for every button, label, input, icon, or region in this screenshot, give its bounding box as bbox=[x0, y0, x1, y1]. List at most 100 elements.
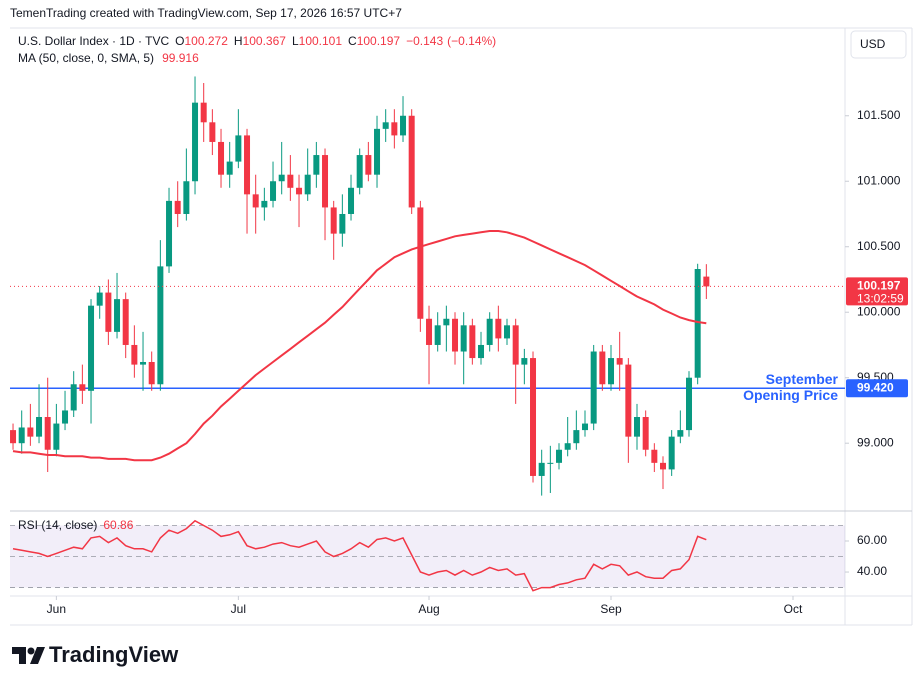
y-tick-label: 99.000 bbox=[857, 435, 894, 449]
candle-body bbox=[365, 155, 372, 175]
candle-body bbox=[10, 430, 17, 444]
candle-body bbox=[296, 187, 303, 195]
candle-body bbox=[634, 417, 641, 437]
candle-body bbox=[114, 299, 121, 332]
candle-body bbox=[18, 427, 25, 444]
candle-body bbox=[53, 423, 60, 450]
l-value: 100.101 bbox=[299, 34, 343, 48]
candle-body bbox=[608, 358, 615, 385]
candle-body bbox=[556, 449, 563, 463]
h-value: 100.367 bbox=[243, 34, 287, 48]
candle-body bbox=[547, 462, 554, 464]
candle-body bbox=[495, 318, 502, 339]
candle-body bbox=[330, 207, 337, 234]
candle-body bbox=[512, 325, 519, 365]
level-box bbox=[846, 379, 908, 398]
candle-body bbox=[573, 430, 580, 444]
candle-body bbox=[625, 364, 632, 437]
frame bbox=[10, 27, 913, 626]
logo-mark bbox=[12, 647, 45, 664]
rsi-tick-label: 40.00 bbox=[857, 564, 887, 578]
change: −0.143 bbox=[406, 34, 443, 48]
rsi-name: RSI (14, close) bbox=[18, 518, 97, 532]
candle-body bbox=[478, 344, 485, 359]
currency-button[interactable] bbox=[850, 30, 907, 59]
candle-body bbox=[434, 325, 441, 345]
candle-body bbox=[348, 187, 355, 214]
candle-body bbox=[677, 430, 684, 437]
candle-body bbox=[694, 269, 701, 378]
y-tick-label: 101.000 bbox=[857, 173, 901, 187]
candle-body bbox=[408, 115, 415, 208]
candle-body bbox=[44, 417, 51, 450]
level-annotation: September bbox=[766, 371, 839, 387]
h-letter: H bbox=[234, 34, 243, 48]
candle-body bbox=[460, 325, 467, 352]
candle-body bbox=[356, 155, 363, 188]
legend-ma: MA (50, close, 0, SMA, 5) 99.916 bbox=[18, 51, 199, 65]
last-price-box bbox=[846, 277, 908, 306]
rsi-line bbox=[12, 519, 707, 592]
logo-dot bbox=[27, 647, 35, 655]
candle-body bbox=[599, 351, 606, 385]
candle-body bbox=[96, 292, 103, 306]
candle-body bbox=[131, 344, 138, 365]
candle-body bbox=[660, 462, 667, 470]
candle-body bbox=[521, 358, 528, 365]
candle-body bbox=[166, 200, 173, 267]
y-tick-label: 101.500 bbox=[857, 108, 901, 122]
candle-body bbox=[140, 361, 147, 365]
y-tick-label: 100.000 bbox=[857, 304, 901, 318]
candle-body bbox=[400, 115, 407, 136]
candle-body bbox=[27, 427, 34, 437]
candle-body bbox=[426, 318, 433, 345]
candle-body bbox=[235, 135, 242, 162]
candle-body bbox=[642, 417, 649, 450]
c-letter: C bbox=[348, 34, 357, 48]
x-tick-label: Jun bbox=[47, 602, 66, 616]
candle-body bbox=[304, 174, 311, 195]
candle-body bbox=[218, 141, 225, 175]
candle-body bbox=[486, 318, 493, 345]
candle-body bbox=[382, 122, 389, 129]
candle-body bbox=[261, 200, 268, 208]
legend-main: U.S. Dollar Index · 1D · TVC O100.272 H100… bbox=[18, 34, 496, 48]
candle-body bbox=[374, 128, 381, 175]
candle-body bbox=[183, 181, 190, 214]
symbol: U.S. Dollar Index · 1D · TVC bbox=[18, 34, 169, 48]
candle-body bbox=[209, 122, 216, 142]
candle-body bbox=[244, 135, 251, 195]
candle-body bbox=[703, 276, 710, 287]
o-value: 100.272 bbox=[185, 34, 229, 48]
candle-body bbox=[417, 207, 424, 319]
currency[interactable]: USD bbox=[860, 37, 886, 51]
x-tick-label: Sep bbox=[600, 602, 622, 616]
brand: TradingView bbox=[49, 642, 179, 667]
candle-body bbox=[36, 417, 43, 437]
candle-body bbox=[200, 102, 207, 123]
candle-body bbox=[70, 384, 77, 411]
ma-line bbox=[12, 230, 707, 462]
candle-body bbox=[564, 443, 571, 450]
ma-value: 99.916 bbox=[162, 51, 199, 65]
candle-body bbox=[616, 358, 623, 365]
candle-body bbox=[192, 102, 199, 182]
rsi-legend: RSI (14, close) 60.86 bbox=[18, 518, 134, 532]
logo: TradingView bbox=[12, 642, 179, 667]
candle-body bbox=[148, 361, 155, 385]
c-value: 100.197 bbox=[357, 34, 401, 48]
countdown: 13:02:59 bbox=[857, 292, 904, 306]
candle-body bbox=[686, 377, 693, 431]
candle-body bbox=[252, 194, 259, 208]
last-price-label: 100.197 bbox=[857, 279, 901, 293]
candle-body bbox=[105, 292, 112, 332]
level-annotation: Opening Price bbox=[743, 387, 838, 403]
candle-body bbox=[582, 423, 589, 431]
candle-body bbox=[590, 351, 597, 424]
header: TemenTrading created with TradingView.co… bbox=[10, 6, 402, 20]
rsi-value: 60.86 bbox=[103, 518, 133, 532]
candle-body bbox=[88, 305, 95, 391]
candle-body bbox=[122, 299, 129, 345]
candle-body bbox=[668, 436, 675, 470]
